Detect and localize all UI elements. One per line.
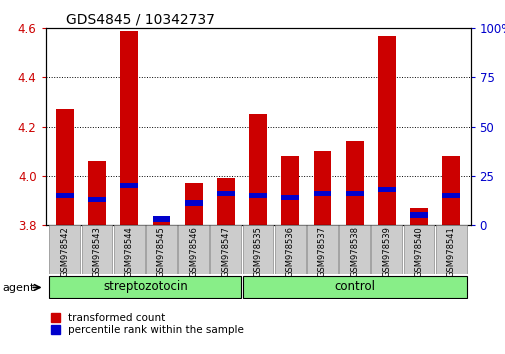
Text: GSM978537: GSM978537	[317, 226, 326, 277]
Text: GSM978545: GSM978545	[157, 226, 166, 277]
Bar	[313, 151, 331, 225]
Text: control: control	[333, 280, 374, 293]
Bar	[281, 156, 298, 225]
Bar	[248, 114, 267, 225]
Bar	[281, 195, 298, 200]
Bar	[49, 225, 80, 274]
Bar	[307, 225, 337, 274]
Bar	[153, 222, 170, 225]
Text: GSM978547: GSM978547	[221, 226, 230, 277]
Bar	[120, 31, 138, 225]
Bar	[178, 225, 209, 274]
Bar	[410, 207, 427, 225]
Bar	[403, 225, 434, 274]
Bar	[441, 156, 459, 225]
Bar	[114, 225, 144, 274]
Bar	[242, 275, 466, 298]
Bar	[217, 191, 234, 196]
Text: GSM978541: GSM978541	[446, 226, 455, 277]
Text: GSM978546: GSM978546	[189, 226, 198, 277]
Bar	[377, 187, 395, 192]
Bar	[120, 183, 138, 188]
Text: GSM978542: GSM978542	[60, 226, 69, 277]
Bar	[217, 178, 234, 225]
Bar	[313, 191, 331, 196]
Text: GSM978536: GSM978536	[285, 226, 294, 277]
Legend: transformed count, percentile rank within the sample: transformed count, percentile rank withi…	[50, 313, 244, 335]
Text: agent: agent	[3, 283, 35, 293]
Bar	[210, 225, 241, 274]
Text: GSM978544: GSM978544	[125, 226, 133, 277]
Bar	[146, 225, 176, 274]
Bar	[81, 225, 112, 274]
Bar	[56, 193, 74, 198]
Text: GDS4845 / 10342737: GDS4845 / 10342737	[66, 12, 214, 27]
Text: GSM978539: GSM978539	[382, 226, 390, 277]
Bar	[345, 141, 363, 225]
Bar	[184, 183, 202, 225]
Bar	[435, 225, 466, 274]
Bar	[441, 193, 459, 198]
Bar	[56, 109, 74, 225]
Bar	[248, 193, 267, 198]
Bar	[242, 225, 273, 274]
Text: GSM978538: GSM978538	[349, 226, 359, 277]
Bar	[345, 191, 363, 196]
Text: streptozotocin: streptozotocin	[103, 280, 187, 293]
Bar	[339, 225, 369, 274]
Text: GSM978535: GSM978535	[253, 226, 262, 277]
Bar	[88, 196, 106, 202]
Bar	[153, 216, 170, 222]
Bar	[184, 200, 202, 206]
Bar	[274, 225, 305, 274]
Bar	[371, 225, 401, 274]
Text: GSM978543: GSM978543	[92, 226, 102, 277]
Bar	[377, 36, 395, 225]
Text: GSM978540: GSM978540	[414, 226, 423, 277]
Bar	[49, 275, 241, 298]
Bar	[410, 212, 427, 218]
Bar	[88, 161, 106, 225]
